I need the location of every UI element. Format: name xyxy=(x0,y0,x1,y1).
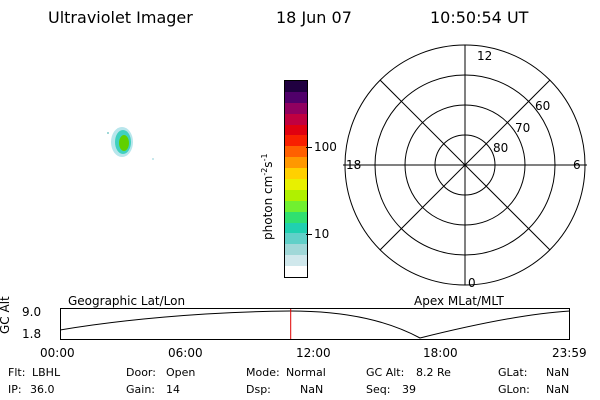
gain-label: Gain: xyxy=(126,383,155,396)
mode-value: Normal xyxy=(286,366,326,379)
axis-diagonal xyxy=(379,79,551,251)
seq-value: 39 xyxy=(402,383,416,396)
mode-label: Mode: xyxy=(246,366,280,379)
colorbar-swatch xyxy=(285,102,307,114)
dsp-label: Dsp: xyxy=(246,383,271,396)
ip-value: 36.0 xyxy=(30,383,55,396)
colorbar-label: photon cm-2s-1 xyxy=(260,153,275,240)
timeline-ytick-max: 9.0 xyxy=(22,305,42,319)
mlt-label-0: 0 xyxy=(468,276,476,290)
mlt-label-12: 12 xyxy=(477,49,492,63)
lat-label-60: 60 xyxy=(535,99,550,113)
colorbar-tick-10: 10 xyxy=(314,227,330,241)
colorbar-swatch xyxy=(285,222,307,234)
gcalt-value: 8.2 Re xyxy=(416,366,451,379)
timeline-y-label: GC Alt xyxy=(0,296,12,334)
flt-label: Flt: xyxy=(8,366,26,379)
timeline-right-title: Apex MLat/MLT xyxy=(414,294,504,308)
colorbar-swatch xyxy=(285,168,307,179)
mlt-label-18: 18 xyxy=(346,158,361,172)
colorbar-swatch xyxy=(285,146,307,158)
colorbar-swatch xyxy=(285,189,307,201)
header-time: 10:50:54 UT xyxy=(430,8,529,27)
lat-label-70: 70 xyxy=(515,121,530,135)
colorbar-swatch xyxy=(285,200,307,212)
aurora-core xyxy=(119,135,129,151)
aurora-speck xyxy=(152,158,154,160)
ip-label: IP: xyxy=(8,383,22,396)
timeline-xtick-0: 00:00 xyxy=(40,346,75,360)
colorbar-swatch xyxy=(285,91,307,103)
colorbar-swatch xyxy=(285,266,307,277)
uv-image xyxy=(107,127,154,160)
colorbar-swatch xyxy=(285,255,307,267)
glon-value: NaN xyxy=(546,383,570,396)
timeline-ytick-min: 1.8 xyxy=(22,327,42,341)
colorbar-swatch xyxy=(285,244,307,256)
door-label: Door: xyxy=(126,366,156,379)
timeline-xtick-1: 06:00 xyxy=(168,346,203,360)
mlt-label-6: 6 xyxy=(573,158,581,172)
colorbar-tick xyxy=(306,234,312,235)
colorbar-tick-100: 100 xyxy=(314,140,337,154)
timeline-xtick-2: 12:00 xyxy=(296,346,331,360)
colorbar-tick xyxy=(306,147,312,148)
colorbar-swatch xyxy=(285,233,307,245)
aurora-speck xyxy=(107,132,109,134)
colorbar-swatch xyxy=(285,113,307,125)
polar-plot: 12 0 18 6 60 70 80 xyxy=(330,42,600,292)
gain-value: 14 xyxy=(166,383,180,396)
dsp-value: NaN xyxy=(300,383,324,396)
colorbar-swatch xyxy=(285,80,307,92)
colorbar-swatch xyxy=(285,124,307,136)
color-bar xyxy=(284,80,308,278)
timeline-xtick-4: 23:59 xyxy=(552,346,587,360)
glat-value: NaN xyxy=(546,366,570,379)
lat-label-80: 80 xyxy=(493,141,508,155)
colorbar-swatch xyxy=(285,135,307,147)
colorbar-swatch xyxy=(285,178,307,190)
gcalt-label: GC Alt: xyxy=(366,366,405,379)
timeline-frame xyxy=(60,308,570,340)
colorbar-swatch xyxy=(285,211,307,223)
glat-label: GLat: xyxy=(498,366,528,379)
header-date: 18 Jun 07 xyxy=(276,8,352,27)
altitude-curve xyxy=(59,310,571,339)
door-value: Open xyxy=(166,366,196,379)
colorbar-swatch xyxy=(285,157,307,169)
altitude-timeline xyxy=(59,308,571,340)
timeline-left-title: Geographic Lat/Lon xyxy=(68,294,186,308)
timeline-xtick-3: 18:00 xyxy=(423,346,458,360)
uv-image-panel xyxy=(0,40,260,280)
glon-label: GLon: xyxy=(498,383,530,396)
seq-label: Seq: xyxy=(366,383,391,396)
flt-value: LBHL xyxy=(32,366,61,379)
instrument-title: Ultraviolet Imager xyxy=(48,8,193,27)
